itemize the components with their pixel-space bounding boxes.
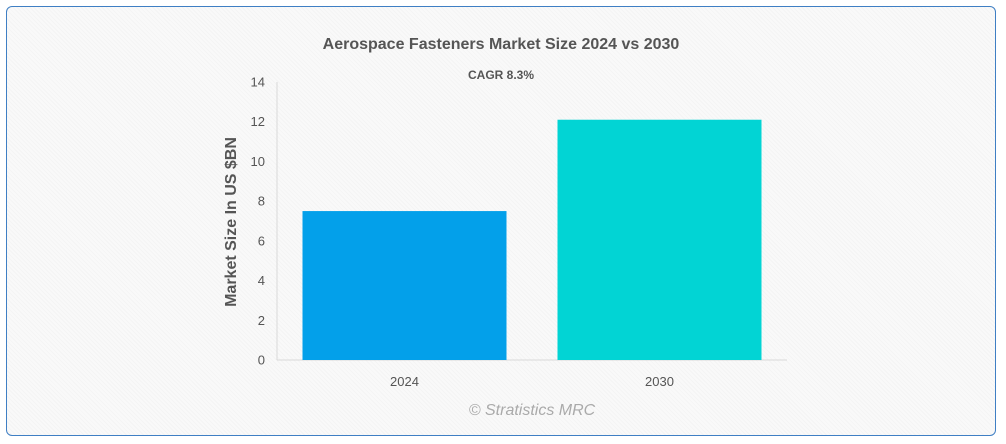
y-tick-label: 2: [258, 313, 265, 328]
y-tick-label: 0: [258, 353, 265, 368]
x-tick-label: 2030: [645, 374, 674, 389]
x-axis-ticks: 2024 2030: [390, 374, 674, 389]
y-axis-ticks: 0 2 4 6 8 10 12 14: [251, 75, 265, 368]
chart-subtitle: CAGR 8.3%: [468, 68, 534, 82]
y-tick-label: 14: [251, 75, 265, 90]
y-tick-label: 12: [251, 114, 265, 129]
x-tick-label: 2024: [390, 374, 419, 389]
y-axis-label: Market Size In US $BN: [223, 137, 240, 307]
y-tick-label: 4: [258, 273, 265, 288]
bar-2030: [557, 119, 762, 360]
credit-watermark: © Stratistics MRC: [469, 402, 596, 419]
bars: [302, 119, 762, 360]
chart-title: Aerospace Fasteners Market Size 2024 vs …: [323, 36, 680, 53]
y-tick-label: 8: [258, 194, 265, 209]
y-tick-label: 10: [251, 154, 265, 169]
bar-2024: [302, 211, 507, 360]
y-tick-label: 6: [258, 233, 265, 248]
